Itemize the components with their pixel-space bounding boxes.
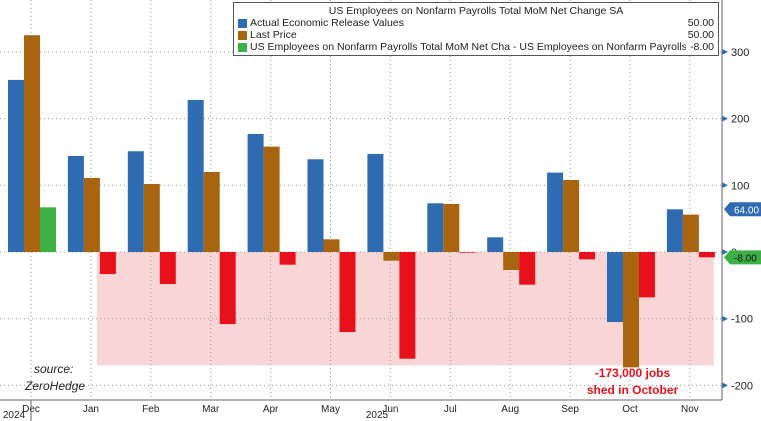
annotation-line1: -173,000 jobs xyxy=(594,366,671,380)
bar-actual-jul xyxy=(427,203,444,252)
bar-us-feb xyxy=(159,252,176,285)
x-tick-label: Feb xyxy=(142,404,160,415)
bar-us-may xyxy=(339,252,356,333)
bar-last-dec xyxy=(24,35,40,252)
source-label: source: xyxy=(34,362,74,376)
legend: US Employees on Nonfarm Payrolls Total M… xyxy=(233,2,719,56)
tick-marker xyxy=(722,115,728,122)
bar-actual-jan xyxy=(67,155,84,252)
bar-actual-jun xyxy=(367,153,384,252)
bar-actual-oct xyxy=(607,252,623,323)
legend-label: Last Price xyxy=(250,29,297,41)
bar-last-oct xyxy=(623,252,639,368)
bar-us-jul xyxy=(459,252,476,253)
bar-last-mar xyxy=(203,171,220,252)
bar-last-jun xyxy=(383,252,400,261)
bar-actual-aug xyxy=(487,237,504,252)
annotation-line2: shed in October xyxy=(586,383,679,397)
x-tick-label: Jul xyxy=(444,404,457,415)
legend-item: Last Price 50.00 xyxy=(238,29,714,41)
bar-last-may xyxy=(323,239,340,252)
legend-value: 50.00 xyxy=(687,29,714,41)
tick-marker xyxy=(722,249,728,255)
legend-item: Actual Economic Release Values 50.00 xyxy=(238,17,714,29)
x-tick-label: Oct xyxy=(622,404,638,415)
bar-actual-apr xyxy=(247,133,264,252)
bar-us-dec xyxy=(40,207,56,252)
tick-marker xyxy=(722,315,728,322)
x-tick-label: May xyxy=(321,404,340,415)
bar-last-nov xyxy=(682,214,699,252)
x-tick-label: Aug xyxy=(501,404,519,415)
chart-title: US Employees on Nonfarm Payrolls Total M… xyxy=(328,5,624,17)
bar-actual-may xyxy=(307,159,324,252)
last-value-tag xyxy=(724,250,761,265)
bar-us-jan xyxy=(99,252,116,275)
x-tick-label: Nov xyxy=(681,404,699,415)
legend-label: Actual Economic Release Values xyxy=(250,17,404,29)
bar-us-nov xyxy=(698,252,715,258)
y-tick-label: 200 xyxy=(731,114,749,126)
x-tick-label: Mar xyxy=(202,404,220,415)
bar-actual-dec xyxy=(8,79,24,252)
legend-item: US Employees on Nonfarm Payrolls Total M… xyxy=(238,41,714,53)
legend-value: -8.00 xyxy=(690,41,714,53)
bar-last-sep xyxy=(563,179,580,252)
bar-us-mar xyxy=(219,252,236,325)
last-value-text: 64.00 xyxy=(734,205,759,216)
bar-last-jul xyxy=(443,203,460,252)
bar-us-oct xyxy=(639,252,655,298)
bar-us-jun xyxy=(399,252,416,359)
x-tick-label: Jan xyxy=(83,404,99,415)
tick-marker xyxy=(722,182,728,189)
bar-last-feb xyxy=(143,183,160,252)
last-value-tag xyxy=(724,202,761,217)
year-label: 2024 xyxy=(3,410,26,421)
bar-actual-mar xyxy=(187,99,204,252)
source-name: ZeroHedge xyxy=(25,379,86,393)
y-tick-label: 100 xyxy=(731,180,749,192)
bar-last-aug xyxy=(503,252,520,271)
x-tick-label: Apr xyxy=(263,404,279,415)
bar-last-jan xyxy=(83,177,100,252)
bar-actual-nov xyxy=(666,209,683,252)
tick-marker xyxy=(722,382,728,389)
year-label: 2025 xyxy=(366,410,389,421)
y-tick-label: -100 xyxy=(731,314,753,326)
legend-label: US Employees on Nonfarm Payrolls Total M… xyxy=(250,41,687,53)
bar-last-apr xyxy=(263,146,280,252)
last-value-text: -8.00 xyxy=(734,253,757,264)
bar-actual-sep xyxy=(547,172,564,252)
bar-us-aug xyxy=(519,252,536,285)
legend-value: 50.00 xyxy=(687,17,714,29)
bar-actual-feb xyxy=(127,151,144,252)
bar-us-apr xyxy=(279,252,296,265)
x-tick-label: Jun xyxy=(382,404,398,415)
tick-marker xyxy=(722,48,728,55)
y-tick-label: 300 xyxy=(731,47,749,59)
y-tick-label: -200 xyxy=(731,380,753,392)
x-tick-label: Sep xyxy=(561,404,579,415)
bar-us-sep xyxy=(579,252,596,260)
